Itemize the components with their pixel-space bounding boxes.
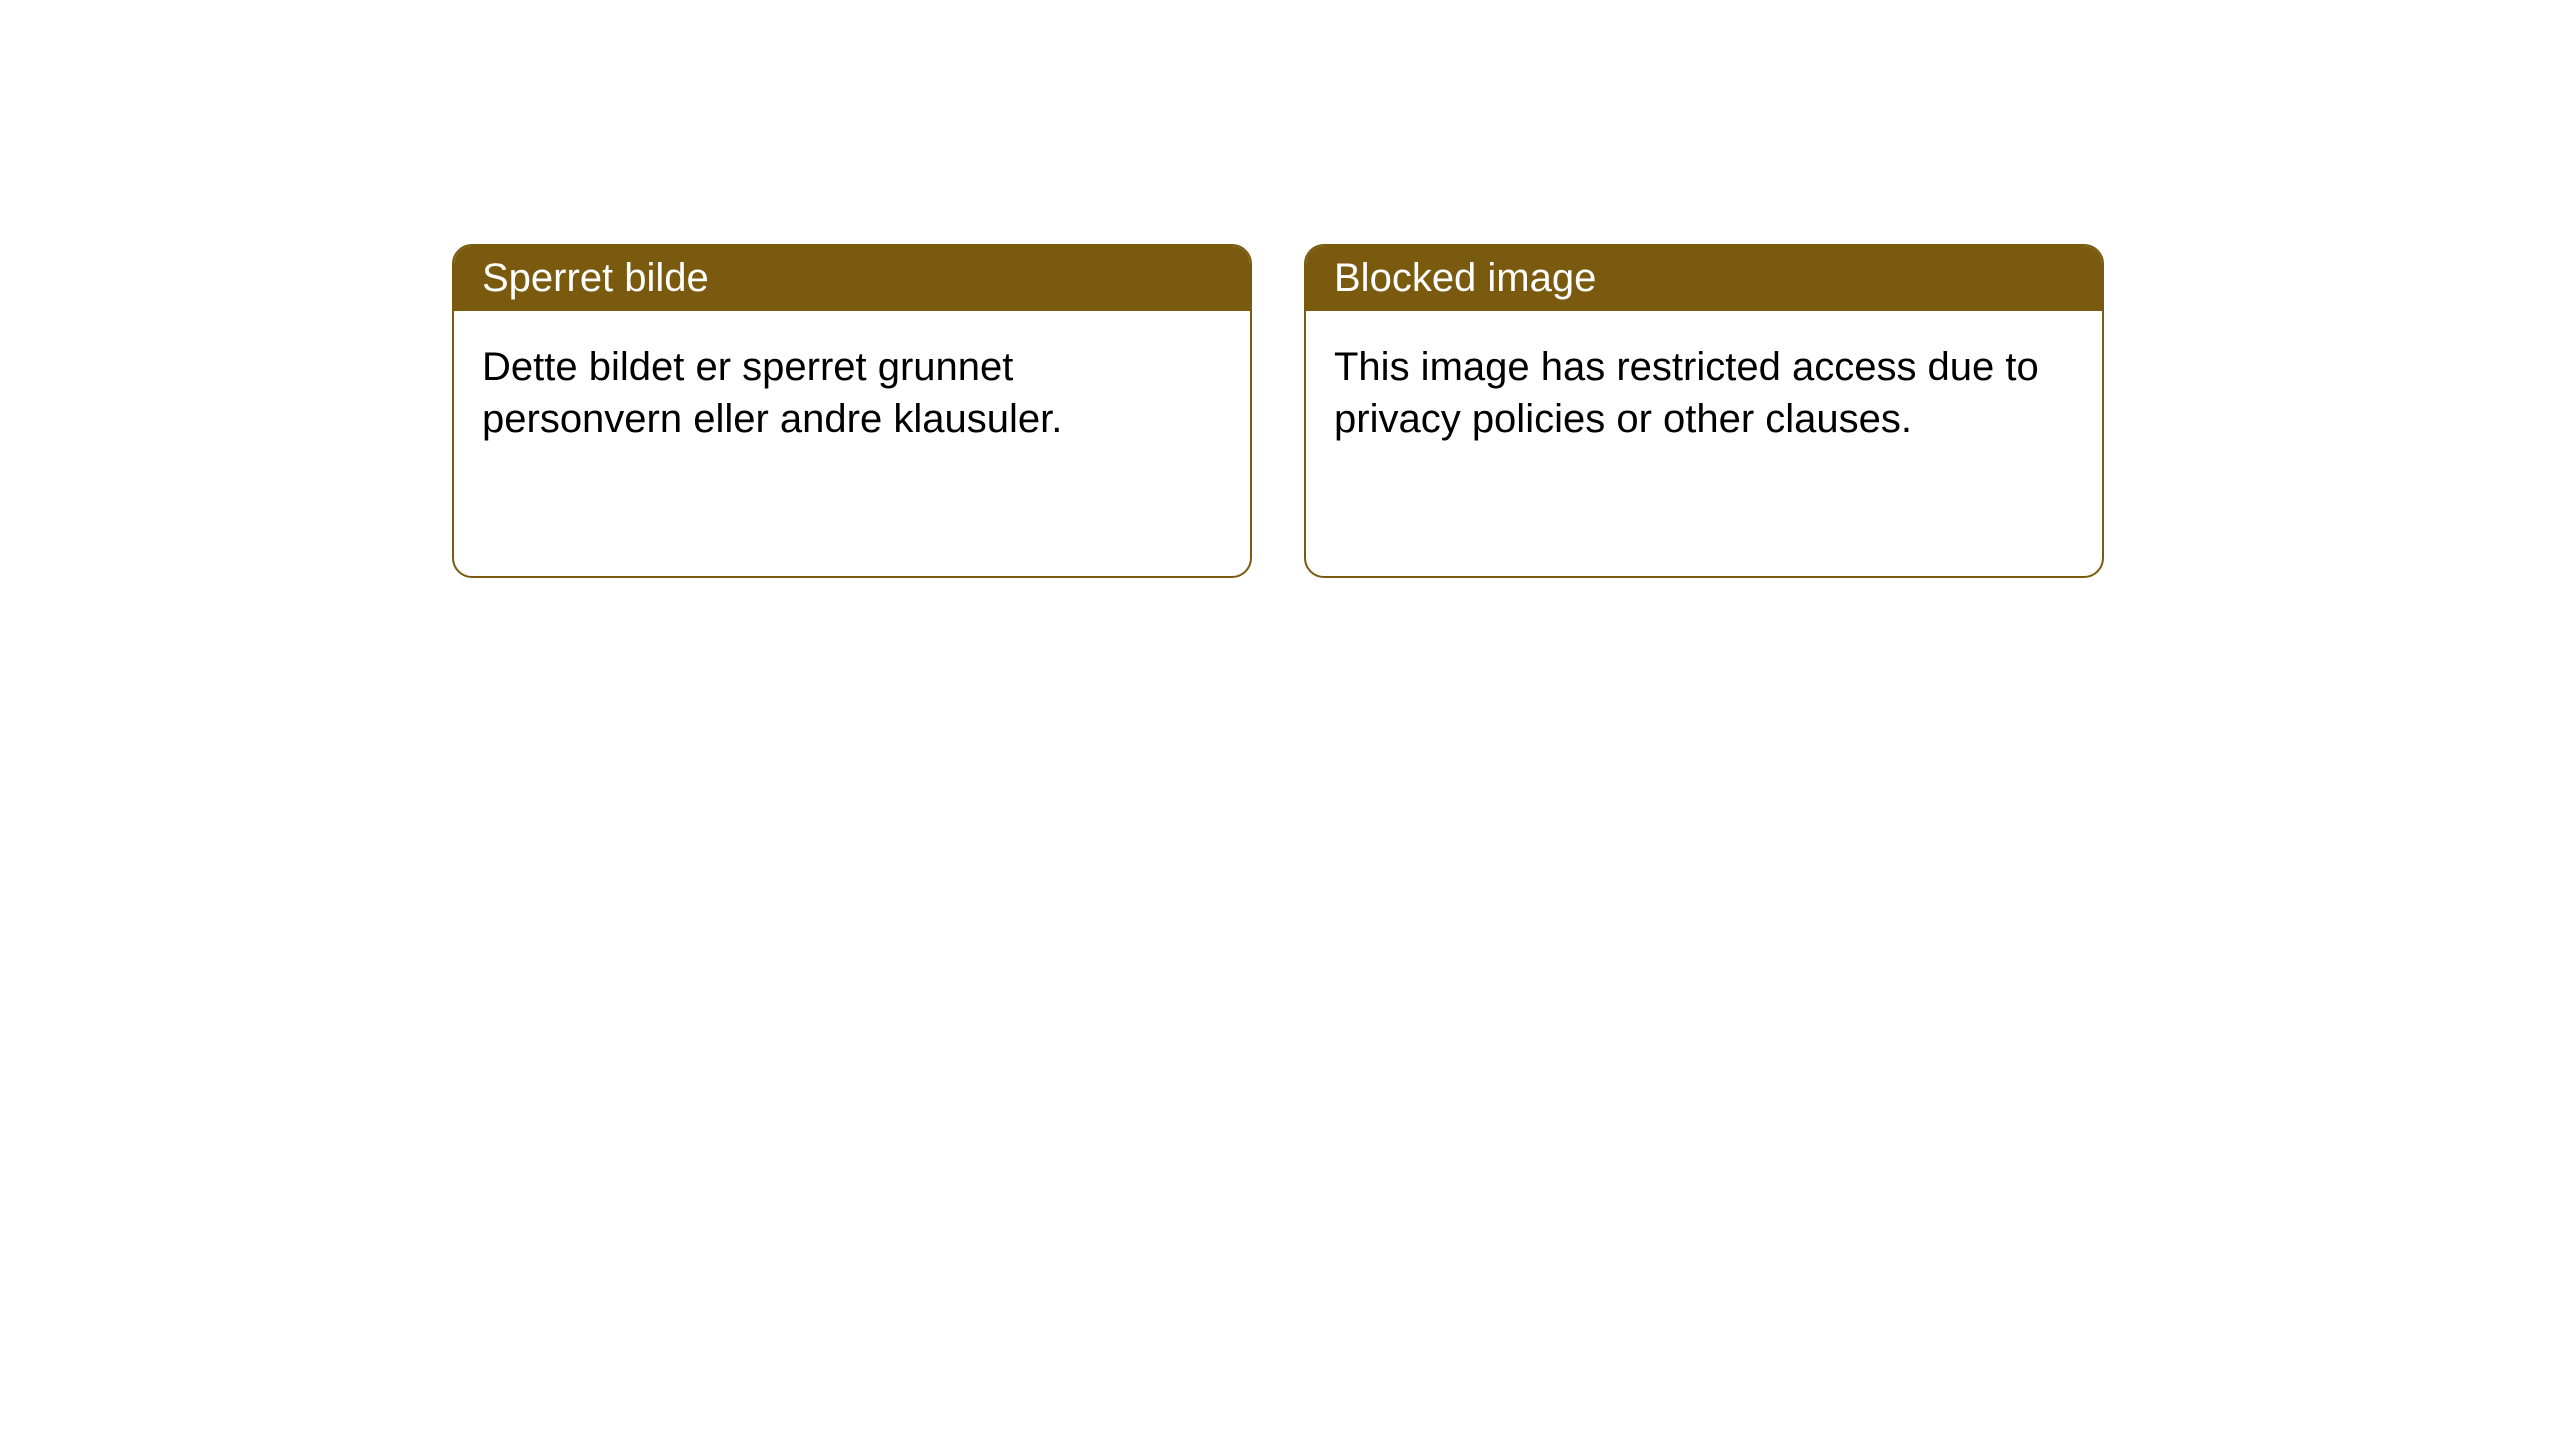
blocked-image-card-en: Blocked image This image has restricted … <box>1304 244 2104 578</box>
blocked-image-card-no: Sperret bilde Dette bildet er sperret gr… <box>452 244 1252 578</box>
card-header-no: Sperret bilde <box>454 246 1250 311</box>
card-body-no: Dette bildet er sperret grunnet personve… <box>454 311 1250 475</box>
card-header-en: Blocked image <box>1306 246 2102 311</box>
card-body-en: This image has restricted access due to … <box>1306 311 2102 475</box>
cards-container: Sperret bilde Dette bildet er sperret gr… <box>0 0 2560 578</box>
